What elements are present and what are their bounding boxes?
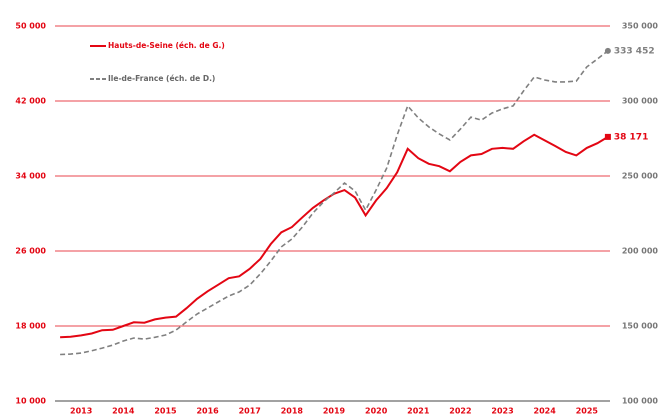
x-tick-label: 2014 [112,407,135,416]
x-tick-label: 2023 [491,407,513,416]
y-tick-label: 10 000 [15,397,46,406]
y-tick-label: 50 000 [15,22,46,31]
x-tick-label: 2019 [323,407,346,416]
data-label: 333 452 [614,46,655,56]
series-line [60,50,609,356]
y-tick-label: 18 000 [15,322,46,331]
x-tick-label: 2018 [281,407,304,416]
y2-tick-label: 300 000 [622,97,659,106]
end-marker [604,133,611,140]
series-line [60,133,609,339]
x-tick-label: 2017 [239,407,261,416]
data-label: 38 171 [614,132,648,142]
y2-tick-label: 250 000 [622,172,659,181]
end-marker [604,47,611,54]
x-tick-label: 2013 [70,407,92,416]
y2-tick-label: 200 000 [622,247,659,256]
y2-tick-label: 150 000 [622,322,659,331]
x-tick-label: 2024 [534,407,557,416]
x-tick-label: 2020 [365,407,388,416]
y-tick-label: 34 000 [15,172,46,181]
legend-label: Ile-de-France (éch. de D.) [108,74,215,83]
x-tick-label: 2022 [449,407,471,416]
x-tick-label: 2015 [154,407,177,416]
x-tick-label: 2021 [407,407,430,416]
x-tick-label: 2016 [196,407,219,416]
y-tick-label: 26 000 [15,247,46,256]
legend-label: Hauts-de-Seine (éch. de G.) [108,41,225,50]
x-tick-label: 2025 [576,407,599,416]
y-tick-label: 42 000 [15,97,46,106]
y2-tick-label: 350 000 [622,22,659,31]
y2-tick-label: 100 000 [622,397,659,406]
